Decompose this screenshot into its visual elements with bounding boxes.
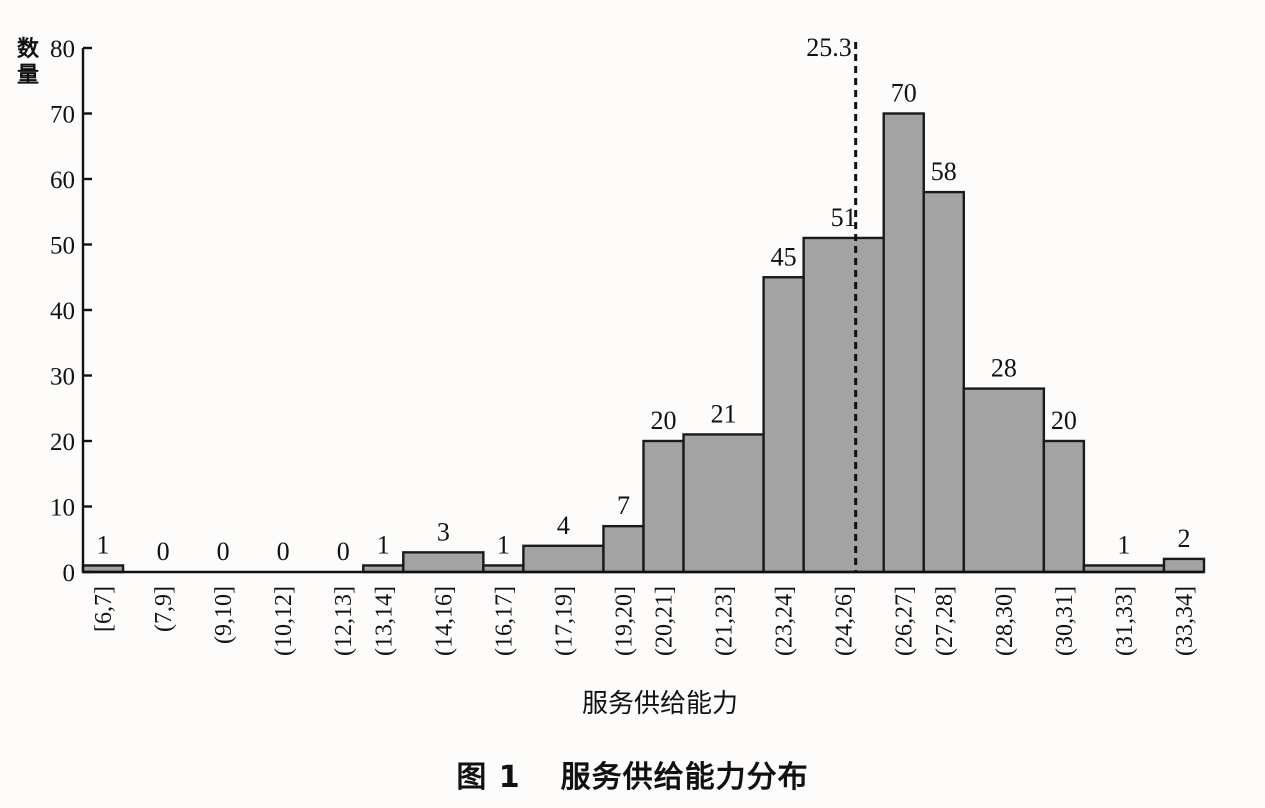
- reference-line-label: 25.3: [806, 33, 852, 62]
- data-label-2: 0: [217, 537, 230, 566]
- bar-11: [682, 433, 765, 574]
- bar-17: [1042, 439, 1086, 574]
- category-label-14: (26,27]: [892, 586, 918, 656]
- y-tick-label-10: 10: [50, 495, 75, 522]
- category-label-3: (10,12]: [271, 586, 297, 656]
- y-tick-label-40: 40: [50, 298, 75, 325]
- bar-10: [642, 439, 685, 574]
- figure-number: 图 1: [456, 760, 521, 795]
- data-label-17: 20: [1051, 406, 1077, 435]
- data-label-19: 2: [1177, 524, 1190, 553]
- y-tick-label-0: 0: [63, 560, 76, 587]
- category-label-2: (9,10]: [211, 586, 237, 644]
- data-label-10: 20: [651, 406, 677, 435]
- data-label-18: 1: [1117, 530, 1130, 559]
- data-label-13: 51: [831, 203, 857, 232]
- y-tick-label-80: 80: [50, 36, 75, 63]
- category-label-12: (23,24]: [772, 586, 798, 656]
- bar-12: [762, 276, 805, 574]
- category-label-9: (19,20]: [611, 586, 637, 656]
- bar-9: [602, 524, 645, 574]
- bar-14: [882, 112, 925, 574]
- category-label-1: (7,9]: [151, 586, 177, 632]
- y-axis-label-char: 量: [17, 63, 39, 88]
- x-axis-label: 服务供给能力: [582, 689, 738, 719]
- data-label-11: 21: [711, 399, 737, 428]
- data-label-4: 0: [337, 537, 350, 566]
- category-label-5: (13,14]: [371, 586, 397, 656]
- reference-line-group: 25.3: [806, 33, 858, 572]
- data-label-9: 7: [617, 491, 630, 520]
- data-label-1: 0: [157, 537, 170, 566]
- category-label-13: (24,26]: [832, 586, 858, 656]
- figure-caption: 图 1 服务供给能力分布: [0, 752, 1265, 796]
- data-label-12: 45: [771, 242, 797, 271]
- category-label-17: (30,31]: [1052, 586, 1078, 656]
- bar-19: [1162, 557, 1206, 574]
- data-label-3: 0: [277, 537, 290, 566]
- data-label-16: 28: [991, 354, 1017, 383]
- y-tick-label-70: 70: [50, 102, 75, 129]
- figure-title: 服务供给能力分布: [560, 760, 809, 795]
- category-label-11: (21,23]: [712, 586, 738, 656]
- y-tick-label-50: 50: [50, 233, 75, 260]
- data-label-5: 1: [377, 530, 390, 559]
- bar-16: [962, 387, 1046, 574]
- category-label-16: (28,30]: [992, 586, 1018, 656]
- category-label-0: [6,7]: [91, 586, 117, 632]
- data-label-15: 58: [931, 157, 957, 186]
- bar-13: [802, 236, 885, 574]
- data-label-14: 70: [891, 79, 917, 108]
- data-label-8: 4: [557, 511, 570, 540]
- data-label-0: 1: [97, 530, 110, 559]
- y-tick-label-20: 20: [50, 429, 75, 456]
- category-label-6: (14,16]: [431, 586, 457, 656]
- category-label-7: (16,17]: [491, 586, 517, 656]
- bar-6: [402, 551, 485, 574]
- data-label-7: 1: [497, 530, 510, 559]
- category-label-18: (31,33]: [1112, 586, 1138, 656]
- y-axis: 0 10 20 30 40 50 60 70 80: [50, 36, 92, 587]
- category-label-8: (17,19]: [551, 586, 577, 656]
- y-tick-label-30: 30: [50, 364, 75, 391]
- category-label-10: (20,21]: [652, 586, 678, 656]
- category-label-15: (27,28]: [932, 586, 958, 656]
- y-tick-label-60: 60: [50, 167, 75, 194]
- x-axis: [6,7] (7,9] (9,10] (10,12] (12,13] (13,14] (14…: [83, 570, 1204, 656]
- bar-8: [522, 544, 605, 574]
- bar-15: [922, 190, 965, 574]
- y-axis-label-char: 数: [17, 36, 40, 62]
- category-label-19: (33,34]: [1172, 586, 1198, 656]
- category-label-4: (12,13]: [331, 586, 357, 656]
- y-axis-label: 数量: [17, 36, 40, 88]
- data-label-6: 3: [437, 517, 450, 546]
